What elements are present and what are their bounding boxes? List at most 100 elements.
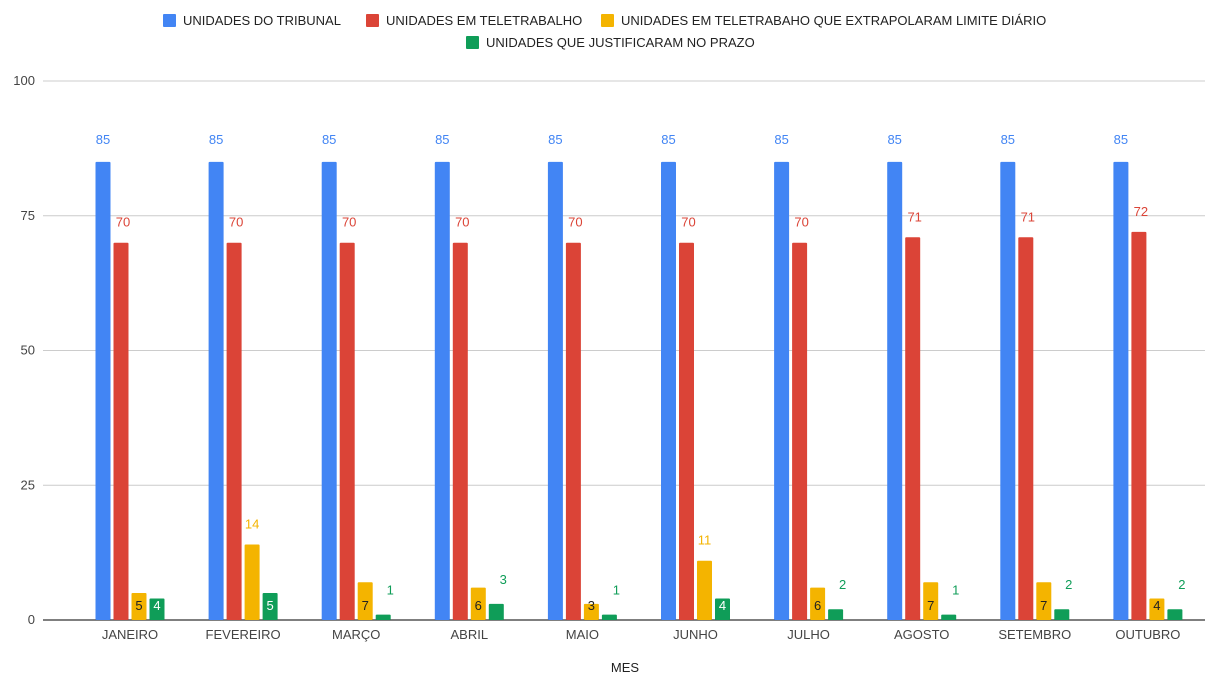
bar <box>95 161 111 620</box>
data-label: 2 <box>1178 577 1185 592</box>
data-label: 2 <box>1065 577 1072 592</box>
legend-swatch <box>466 36 479 49</box>
data-label: 4 <box>719 598 726 613</box>
bar <box>1149 598 1165 620</box>
legend: UNIDADES DO TRIBUNAL UNIDADES EM TELETRAB… <box>163 13 1046 50</box>
data-label: 1 <box>952 583 959 598</box>
data-label: 70 <box>681 215 695 230</box>
bar <box>810 587 826 620</box>
bar <box>661 161 676 620</box>
legend-label: UNIDADES QUE JUSTIFICARAM NO PRAZO <box>486 35 755 50</box>
bar <box>262 593 278 620</box>
bars <box>95 161 1183 621</box>
data-label: 1 <box>387 583 394 598</box>
y-tick-label: 50 <box>21 343 35 358</box>
bar <box>565 242 581 620</box>
bar <box>1113 161 1129 620</box>
bar <box>923 582 939 620</box>
bar <box>452 242 468 620</box>
data-label: 6 <box>475 598 482 613</box>
bar <box>131 593 147 620</box>
data-label: 7 <box>927 598 934 613</box>
x-tick-label: JUNHO <box>673 627 718 642</box>
y-axis-ticks: 0 25 50 75 100 <box>13 73 35 627</box>
bar <box>208 161 224 620</box>
data-label: 85 <box>435 132 449 147</box>
x-axis-title: MES <box>611 660 640 675</box>
bar <box>1036 582 1052 620</box>
legend-label: UNIDADES EM TELETRABALHO <box>386 13 582 28</box>
x-tick-label: ABRIL <box>451 627 489 642</box>
bar <box>941 614 957 620</box>
legend-swatch <box>601 14 614 27</box>
data-label: 1 <box>613 583 620 598</box>
data-label: 14 <box>245 517 259 532</box>
bar <box>434 161 450 620</box>
data-label: 4 <box>1153 598 1160 613</box>
bar <box>887 161 903 620</box>
data-label: 7 <box>1040 598 1047 613</box>
y-tick-label: 100 <box>13 73 35 88</box>
bar <box>357 582 373 620</box>
y-tick-label: 0 <box>28 612 35 627</box>
bar <box>715 598 730 620</box>
legend-swatch <box>366 14 379 27</box>
data-label: 70 <box>342 215 356 230</box>
data-label: 11 <box>698 533 712 548</box>
data-label: 85 <box>209 132 223 147</box>
y-tick-label: 25 <box>21 477 35 492</box>
data-label: 85 <box>1114 132 1128 147</box>
bar <box>679 242 694 620</box>
data-label: 70 <box>794 215 808 230</box>
data-label: 71 <box>907 209 921 224</box>
data-label: 3 <box>588 598 595 613</box>
data-label: 5 <box>266 598 273 613</box>
data-label: 85 <box>887 132 901 147</box>
bar <box>792 242 808 620</box>
x-axis-ticks: JANEIRO FEVEREIRO MARÇO ABRIL MAIO JUNHO JULHO… <box>102 627 1181 642</box>
bar <box>1054 609 1070 620</box>
bar <box>547 161 563 620</box>
data-label: 85 <box>548 132 562 147</box>
bar <box>828 609 844 620</box>
bar <box>470 587 486 620</box>
bar <box>601 614 617 620</box>
data-label: 71 <box>1021 209 1035 224</box>
data-label: 2 <box>839 577 846 592</box>
bar <box>244 544 260 620</box>
y-tick-label: 75 <box>21 208 35 223</box>
legend-swatch <box>163 14 176 27</box>
bar <box>1167 609 1183 620</box>
bar <box>113 242 129 620</box>
bar <box>774 161 790 620</box>
x-tick-label: MAIO <box>566 627 599 642</box>
x-tick-label: MARÇO <box>332 627 380 642</box>
bar <box>697 560 712 620</box>
x-tick-label: OUTUBRO <box>1115 627 1180 642</box>
data-label: 85 <box>661 132 675 147</box>
data-label: 7 <box>362 598 369 613</box>
bar <box>339 242 355 620</box>
bar <box>1000 161 1016 620</box>
data-label: 5 <box>135 598 142 613</box>
bar <box>1018 237 1034 620</box>
data-label: 85 <box>96 132 110 147</box>
data-label: 6 <box>814 598 821 613</box>
data-label: 85 <box>1001 132 1015 147</box>
x-tick-label: FEVEREIRO <box>206 627 281 642</box>
bar <box>375 614 391 620</box>
data-label: 70 <box>229 215 243 230</box>
x-tick-label: JULHO <box>787 627 830 642</box>
legend-label: UNIDADES DO TRIBUNAL <box>183 13 341 28</box>
bar <box>583 603 599 620</box>
data-label: 4 <box>153 598 160 613</box>
bar <box>905 237 921 620</box>
data-label: 3 <box>500 572 507 587</box>
bar <box>1131 231 1147 621</box>
bar <box>149 598 165 620</box>
x-tick-label: SETEMBRO <box>998 627 1071 642</box>
bar <box>488 603 504 620</box>
